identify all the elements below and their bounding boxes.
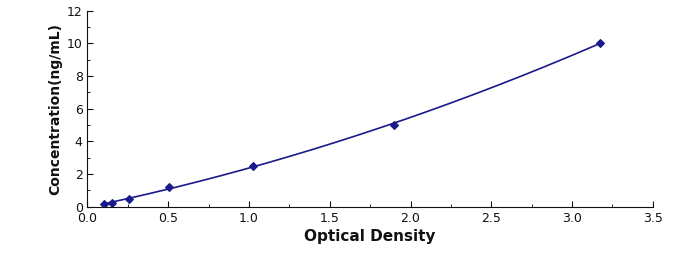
Y-axis label: Concentration(ng/mL): Concentration(ng/mL) <box>48 23 63 195</box>
X-axis label: Optical Density: Optical Density <box>304 229 436 244</box>
